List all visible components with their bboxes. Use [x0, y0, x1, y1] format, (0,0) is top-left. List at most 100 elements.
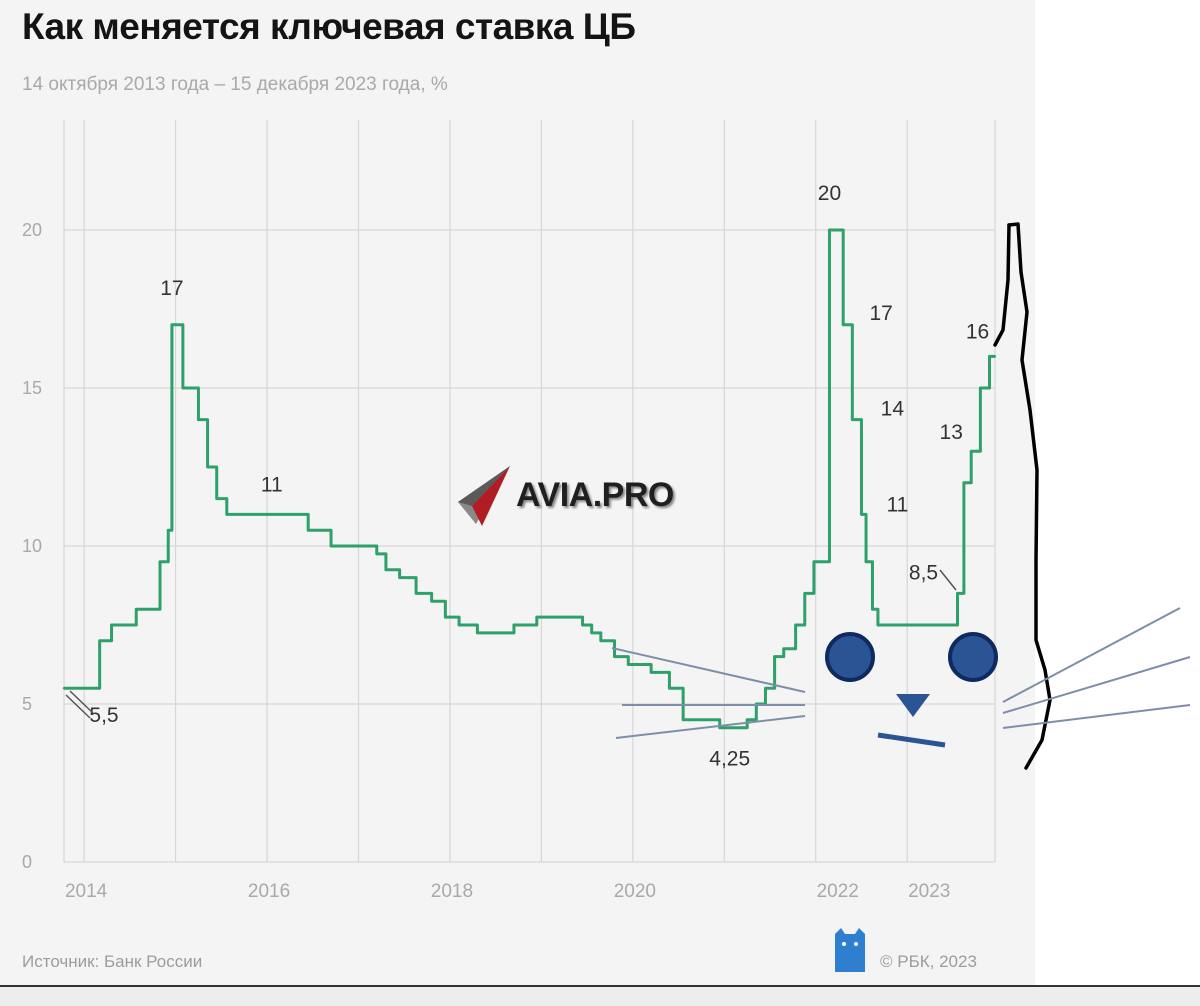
- x-tick-label: 2018: [431, 881, 473, 902]
- copyright-note: © РБК, 2023: [880, 952, 977, 971]
- data-point: [970, 450, 973, 453]
- x-tick-label: 2023: [908, 881, 950, 902]
- data-point: [306, 529, 310, 532]
- cat-nose: [896, 694, 930, 717]
- label-leaders: [65, 569, 957, 719]
- data-point: [773, 655, 776, 658]
- value-label: 11: [261, 473, 283, 496]
- plane-logo-icon: [458, 466, 510, 526]
- watermark-text: AVIA.PRO: [516, 476, 674, 514]
- cat-right-eye: [948, 632, 998, 682]
- value-label: 14: [881, 398, 905, 421]
- x-tick-label: 2022: [817, 881, 859, 902]
- source-note: Источник: Банк России: [22, 952, 203, 971]
- avia-pro-watermark: AVIA.PRO: [452, 462, 712, 532]
- bottom-band: [0, 987, 1200, 1006]
- data-point: [181, 386, 185, 390]
- data-point: [841, 323, 845, 326]
- data-point: [627, 663, 630, 666]
- data-point: [414, 592, 418, 595]
- data-point: [329, 544, 333, 548]
- cat-doodle: [611, 222, 1191, 770]
- data-point: [581, 623, 584, 627]
- data-point: [782, 647, 785, 650]
- x-axis-ticks: 2014 2016 2018 2020 2022 2023: [65, 881, 950, 902]
- data-point: [476, 631, 479, 635]
- value-label: 5,5: [89, 704, 118, 727]
- data-point: [206, 465, 209, 469]
- data-point: [384, 568, 388, 571]
- data-point: [794, 623, 797, 627]
- data-point: [745, 718, 749, 721]
- cat-left-eye: [825, 632, 875, 682]
- cat-whiskers-left: [611, 647, 806, 739]
- rbc-cat-logo-icon: [835, 928, 865, 972]
- data-point: [135, 608, 138, 611]
- value-label: 20: [818, 182, 841, 205]
- data-point: [803, 592, 806, 595]
- value-label: 11: [887, 493, 909, 516]
- data-point: [535, 615, 539, 619]
- data-point: [512, 623, 516, 627]
- y-tick-label: 20: [22, 220, 42, 240]
- cat-mouth: [877, 732, 946, 748]
- data-point: [851, 418, 854, 421]
- value-label: 16: [966, 320, 989, 343]
- data-labels: 5,5 17 11 4,25 20 17 14 11 8,5 13 16: [89, 182, 989, 771]
- data-point: [864, 560, 868, 563]
- value-label: 8,5: [909, 561, 938, 584]
- value-label: 4,25: [709, 748, 750, 771]
- x-tick-label: 2016: [248, 881, 290, 902]
- key-rate-step-line: [64, 228, 995, 730]
- data-point: [430, 600, 433, 603]
- value-label: 17: [870, 302, 893, 325]
- data-point: [398, 576, 401, 579]
- data-point: [876, 623, 880, 627]
- data-point: [110, 623, 113, 627]
- x-tick-label: 2014: [65, 881, 108, 902]
- data-point: [170, 323, 174, 326]
- data-point: [956, 592, 959, 595]
- data-point: [457, 623, 461, 627]
- value-label: 13: [940, 421, 963, 444]
- series-layer: [62, 228, 997, 730]
- data-point: [962, 481, 966, 484]
- data-point: [828, 228, 831, 232]
- data-point: [197, 418, 200, 421]
- data-point: [871, 608, 874, 611]
- data-point: [668, 687, 671, 690]
- data-point: [215, 497, 218, 500]
- data-point: [98, 639, 101, 642]
- x-tick-label: 2020: [614, 881, 656, 902]
- data-point: [812, 560, 816, 563]
- y-axis-ticks: 0 5 10 15 20: [22, 220, 42, 872]
- data-point: [590, 631, 593, 635]
- cat-whiskers-right: [1002, 607, 1191, 729]
- y-tick-label: 0: [22, 852, 32, 872]
- cat-outline: [1007, 222, 1052, 770]
- data-point: [599, 639, 603, 642]
- data-point: [167, 529, 170, 532]
- data-point: [225, 513, 228, 516]
- data-point: [444, 615, 447, 619]
- y-tick-label: 15: [22, 378, 42, 398]
- value-label: 17: [160, 277, 183, 300]
- y-tick-label: 5: [22, 694, 32, 714]
- data-point: [158, 560, 162, 563]
- data-point: [979, 386, 982, 390]
- chart-title: Как меняется ключевая ставка ЦБ: [22, 6, 636, 47]
- data-point: [613, 655, 616, 658]
- bottom-divider: [0, 985, 1200, 987]
- data-point: [764, 687, 767, 690]
- data-point: [988, 355, 991, 358]
- y-tick-label: 10: [22, 536, 42, 556]
- data-point: [993, 355, 997, 358]
- data-point: [718, 726, 721, 729]
- data-point: [62, 687, 66, 690]
- data-point: [375, 552, 378, 556]
- data-point: [649, 671, 653, 674]
- chart-subtitle: 14 октября 2013 года – 15 декабря 2023 г…: [22, 74, 448, 95]
- data-point: [860, 513, 863, 516]
- data-point: [681, 718, 685, 721]
